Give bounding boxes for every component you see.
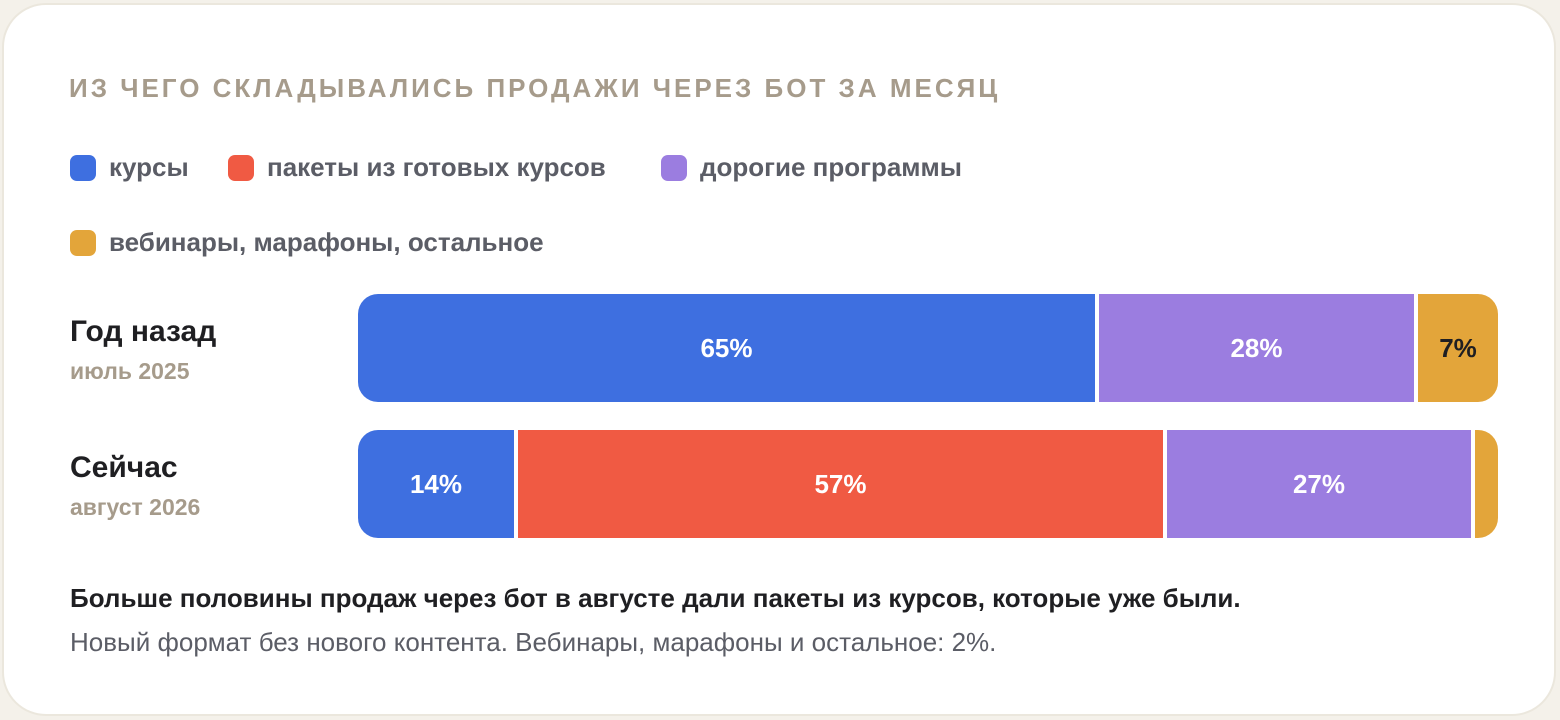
row-label-now: Сейчас xyxy=(70,451,178,484)
chart-card: ИЗ ЧЕГО СКЛАДЫВАЛИСЬ ПРОДАЖИ ЧЕРЕЗ БОТ З… xyxy=(2,3,1556,716)
bar-row-now: 14% 57% 27% xyxy=(358,430,1498,538)
bar-segment-programs-now: 27% xyxy=(1167,430,1471,538)
summary-text: Новый формат без нового контента. Вебина… xyxy=(70,627,997,657)
bar-segment-courses-year-ago: 65% xyxy=(358,294,1095,402)
bar-value-label: 27% xyxy=(1292,468,1346,499)
legend-label-courses: курсы xyxy=(109,152,189,182)
legend-item-webinars: вебинары, марафоны, остальное xyxy=(70,227,544,258)
legend-label-programs: дорогие программы xyxy=(700,152,962,182)
chart-title: ИЗ ЧЕГО СКЛАДЫВАЛИСЬ ПРОДАЖИ ЧЕРЕЗ БОТ З… xyxy=(69,73,1001,103)
bar-value-label: 57% xyxy=(814,468,867,499)
legend-swatch-packages xyxy=(228,154,254,181)
bar-segment-packages-now: 57% xyxy=(518,430,1163,538)
summary-bold-text: Больше половины продаж через бот в авгус… xyxy=(70,583,1241,613)
legend-label-webinars: вебинары, марафоны, остальное xyxy=(109,227,544,257)
bar-segment-webinars-year-ago: 7% xyxy=(1418,294,1498,402)
row-sublabel-year-ago: июль 2025 xyxy=(70,358,190,384)
legend-swatch-webinars xyxy=(70,229,96,256)
bar-segment-programs-year-ago: 28% xyxy=(1099,294,1414,402)
legend-item-packages: пакеты из готовых курсов xyxy=(228,152,606,183)
bar-row-year-ago: 65% 28% 7% xyxy=(358,294,1498,402)
row-label-year-ago: Год назад xyxy=(70,315,217,348)
bar-value-label: 14% xyxy=(409,468,463,499)
bar-segment-courses-now: 14% xyxy=(358,430,514,538)
legend-item-programs: дорогие программы xyxy=(661,152,962,183)
bar-value-label: 28% xyxy=(1230,332,1283,363)
legend-swatch-programs xyxy=(661,154,687,181)
row-sublabel-now: август 2026 xyxy=(70,494,201,520)
bar-value-label: 65% xyxy=(700,332,753,363)
legend-swatch-courses xyxy=(70,154,96,181)
legend-item-courses: курсы xyxy=(70,152,189,183)
bar-segment-webinars-now xyxy=(1475,430,1498,538)
bar-value-label: 7% xyxy=(1439,332,1477,363)
legend-label-packages: пакеты из готовых курсов xyxy=(267,152,606,182)
